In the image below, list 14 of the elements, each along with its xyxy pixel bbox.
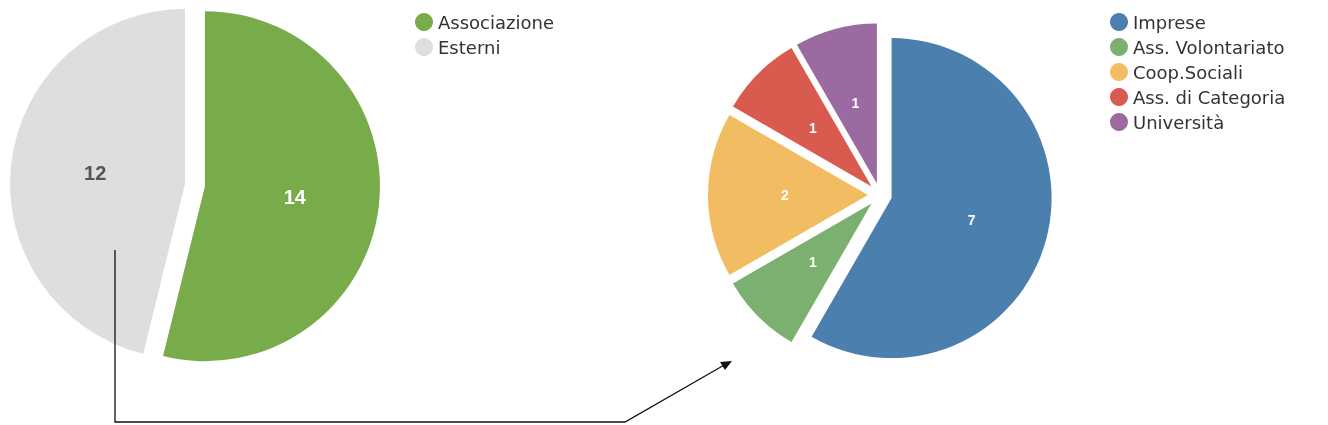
data-label: 1: [851, 95, 860, 112]
legend-label: Ass. di Categoria: [1133, 86, 1286, 108]
data-label: 12: [84, 161, 107, 184]
data-label: 2: [781, 187, 790, 203]
legend-label: Associazione: [438, 11, 554, 33]
data-label: 1: [808, 119, 817, 136]
data-label: 14: [283, 186, 307, 209]
legend-label: Università: [1133, 111, 1225, 133]
legend-label: Esterni: [438, 36, 501, 58]
legend-label: Imprese: [1133, 11, 1206, 33]
data-label: 1: [808, 254, 817, 271]
legend-label: Ass. Volontariato: [1133, 36, 1285, 58]
legend-label: Coop.Sociali: [1133, 61, 1244, 83]
data-label: 7: [967, 211, 976, 228]
